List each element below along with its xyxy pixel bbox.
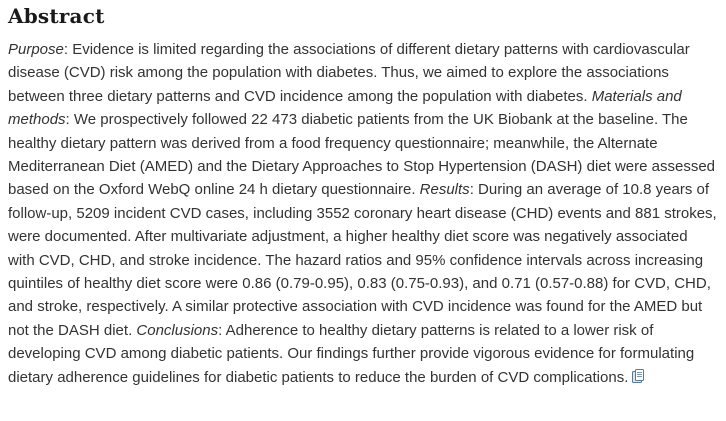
results-label: Results [419,181,470,199]
conclusions-text: : Adherence to healthy dietary patterns … [8,321,695,386]
purpose-text: : Evidence is limited regarding the asso… [8,41,690,105]
purpose-label: Purpose [8,41,64,58]
conclusions-label: Conclusions [136,321,219,339]
abstract-paragraph: Purpose: Evidence is limited regarding t… [8,38,718,389]
materials-methods-text: : We prospectively followed 22 473 diabe… [8,111,715,199]
abstract-heading: Abstract [8,4,105,28]
materials-methods-label: Materials and methods [8,87,682,129]
clipboard-icon[interactable] [631,368,645,384]
results-text: : During an average of 10.8 years of fol… [8,181,717,339]
